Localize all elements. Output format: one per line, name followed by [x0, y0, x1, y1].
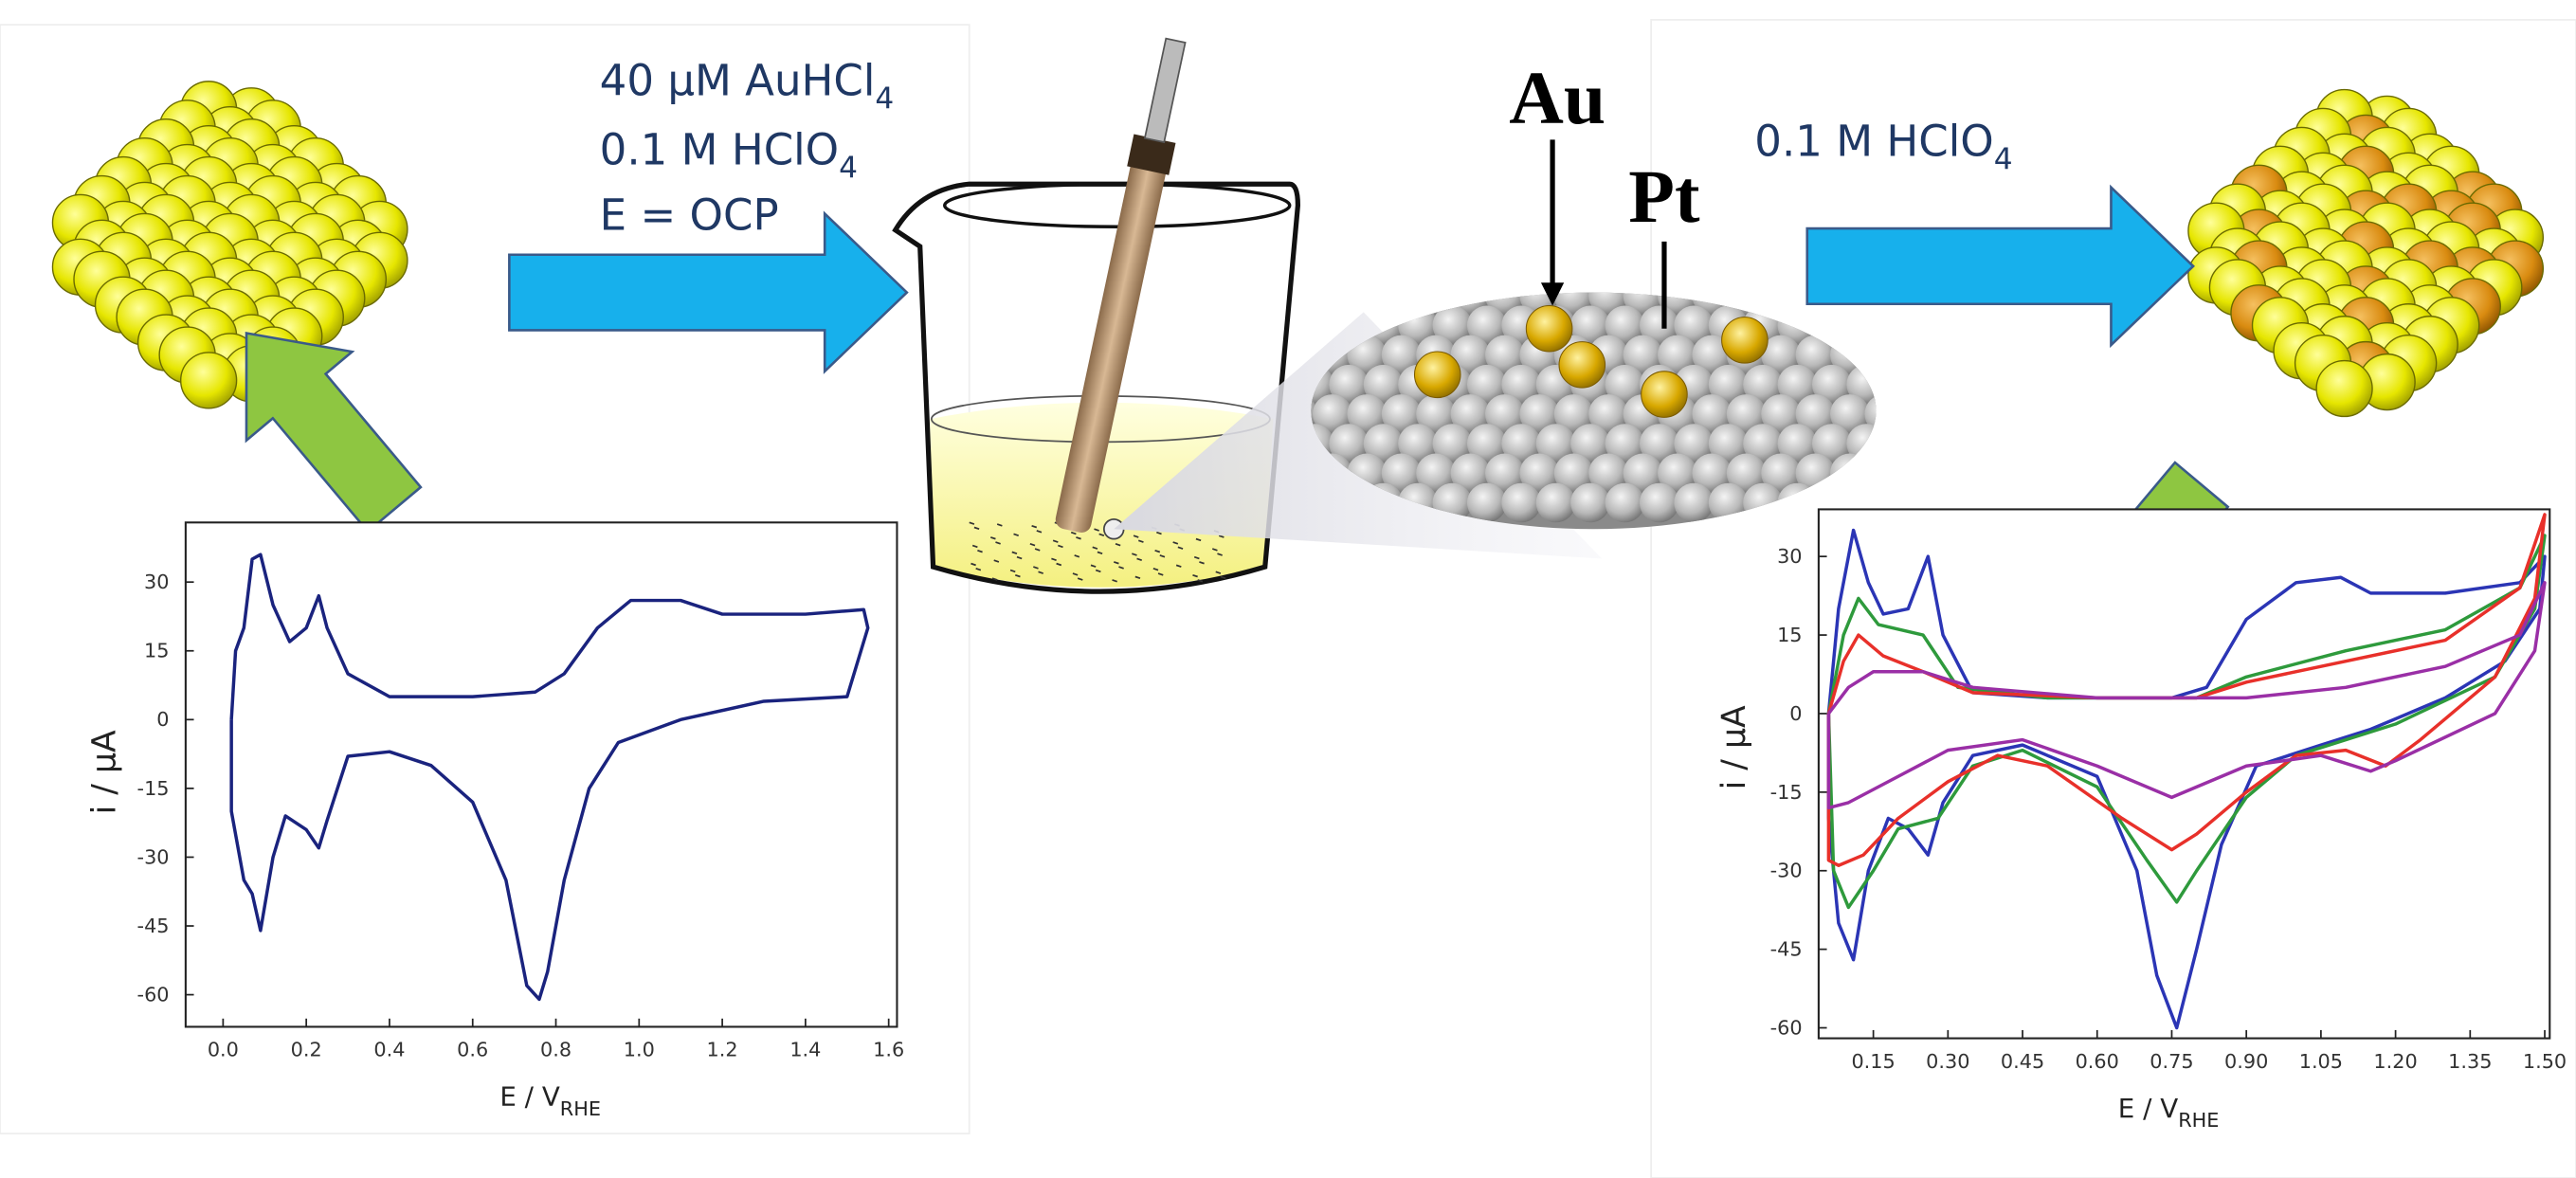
x-axis-label-main: E / V	[2118, 1093, 2178, 1124]
au-atom	[1526, 305, 1572, 352]
x-tick-label: 0.4	[373, 1039, 405, 1061]
pt-atom	[1536, 483, 1576, 523]
x-tick-label: 1.2	[707, 1039, 738, 1061]
reagent-label: 0.1 M HClO4	[1754, 117, 2012, 177]
x-axis-label-sub: RHE	[2178, 1109, 2219, 1132]
pt-atom	[1761, 276, 1801, 316]
pt-atom	[1347, 276, 1387, 316]
subscript: 4	[1994, 143, 2013, 177]
pt-atom	[1279, 276, 1318, 316]
beaker-rim	[945, 184, 1290, 227]
pt-atom	[1674, 483, 1714, 523]
sphere-pile	[52, 82, 407, 408]
x-tick-label: 1.35	[2448, 1050, 2492, 1073]
x-tick-label: 0.8	[540, 1039, 571, 1061]
y-tick-label: -15	[1770, 781, 1803, 804]
plot-frame	[1819, 509, 2549, 1038]
x-axis-label: E / VRHE	[2118, 1093, 2220, 1132]
au-atom	[1414, 352, 1460, 398]
x-tick-label: 0.60	[2076, 1050, 2119, 1073]
x-axis-label-sub: RHE	[560, 1097, 601, 1120]
au-atom	[1722, 317, 1769, 364]
y-tick-label: 0	[1789, 702, 1802, 725]
pt-atom	[1830, 453, 1870, 493]
x-tick-label: 1.6	[873, 1039, 904, 1061]
au-atom	[1559, 342, 1605, 389]
pt-atom	[1313, 276, 1352, 316]
au-atom	[1642, 372, 1688, 418]
pt-atom	[1501, 483, 1541, 523]
arrow	[1807, 188, 2193, 345]
reagent-label: 0.1 M HClO4	[600, 124, 858, 185]
pt-atom	[1881, 424, 1921, 463]
subscript: 4	[839, 151, 858, 185]
y-axis-label: i / μA	[85, 730, 123, 814]
y-tick-label: -45	[137, 915, 170, 937]
subscript: 4	[875, 82, 894, 116]
y-tick-label: -30	[137, 845, 170, 868]
pt-atom	[1467, 483, 1507, 523]
y-tick-label: 30	[1777, 545, 1802, 568]
reagent-text: 0.1 M HClO	[1754, 117, 1993, 167]
y-tick-label: -45	[1770, 938, 1803, 961]
y-tick-label: -15	[137, 777, 170, 800]
page: 40 μM AuHCl4 0.1 M HClO4 E = OCP Au Pt 0…	[0, 0, 2576, 1178]
y-axis-label: i / μA	[1715, 705, 1753, 789]
y-tick-label: -30	[1770, 860, 1803, 882]
x-tick-label: 0.15	[1851, 1050, 1895, 1073]
pt-atom	[1382, 276, 1422, 316]
x-tick-label: 1.05	[2299, 1050, 2343, 1073]
pt-atom	[1881, 365, 1921, 405]
x-tick-label: 0.75	[2150, 1050, 2193, 1073]
y-tick-label: 30	[144, 571, 169, 593]
reagent-text: 40 μM AuHCl	[600, 56, 876, 106]
pt-atom	[1570, 483, 1610, 523]
condition-label: E = OCP	[600, 190, 779, 241]
pt-atom	[1640, 483, 1679, 523]
x-tick-label: 1.4	[789, 1039, 821, 1061]
y-tick-label: 15	[144, 640, 169, 662]
y-tick-label: 0	[156, 708, 169, 731]
x-tick-label: 0.2	[291, 1039, 322, 1061]
au-label: Au	[1509, 57, 1605, 140]
sphere	[2316, 361, 2372, 417]
plot-frame	[186, 522, 898, 1026]
x-axis-label: E / VRHE	[499, 1081, 601, 1120]
x-tick-label: 1.20	[2373, 1050, 2417, 1073]
x-tick-label: 1.50	[2523, 1050, 2567, 1073]
pt-atom	[1864, 335, 1904, 375]
sphere	[181, 353, 237, 408]
y-tick-label: -60	[137, 984, 170, 1006]
electrode-clip	[1145, 39, 1186, 142]
pt-atom	[1881, 305, 1921, 345]
pt-label: Pt	[1628, 155, 1700, 239]
pt-atom	[1605, 483, 1645, 523]
pt-atom	[1778, 483, 1818, 523]
pt-atom	[1743, 483, 1783, 523]
reagent-text: 0.1 M HClO	[600, 124, 839, 174]
pt-atom	[1846, 305, 1886, 345]
x-tick-label: 0.30	[1926, 1050, 1969, 1073]
pt-atom	[1864, 453, 1904, 493]
x-axis-label-main: E / V	[499, 1081, 559, 1113]
x-tick-label: 0.6	[457, 1039, 488, 1061]
y-tick-label: -60	[1770, 1016, 1803, 1039]
graphic: 40 μM AuHCl4 0.1 M HClO4 E = OCP Au Pt 0…	[0, 0, 2576, 1178]
y-tick-label: 15	[1777, 624, 1802, 646]
pt-atom	[1295, 305, 1334, 345]
x-tick-label: 0.0	[208, 1039, 239, 1061]
pt-atom	[1709, 483, 1749, 523]
sphere-pile	[2188, 90, 2543, 417]
x-tick-label: 1.0	[624, 1039, 655, 1061]
x-tick-label: 0.90	[2224, 1050, 2268, 1073]
reagent-label: 40 μM AuHCl4	[600, 56, 895, 117]
x-tick-label: 0.45	[2001, 1050, 2044, 1073]
